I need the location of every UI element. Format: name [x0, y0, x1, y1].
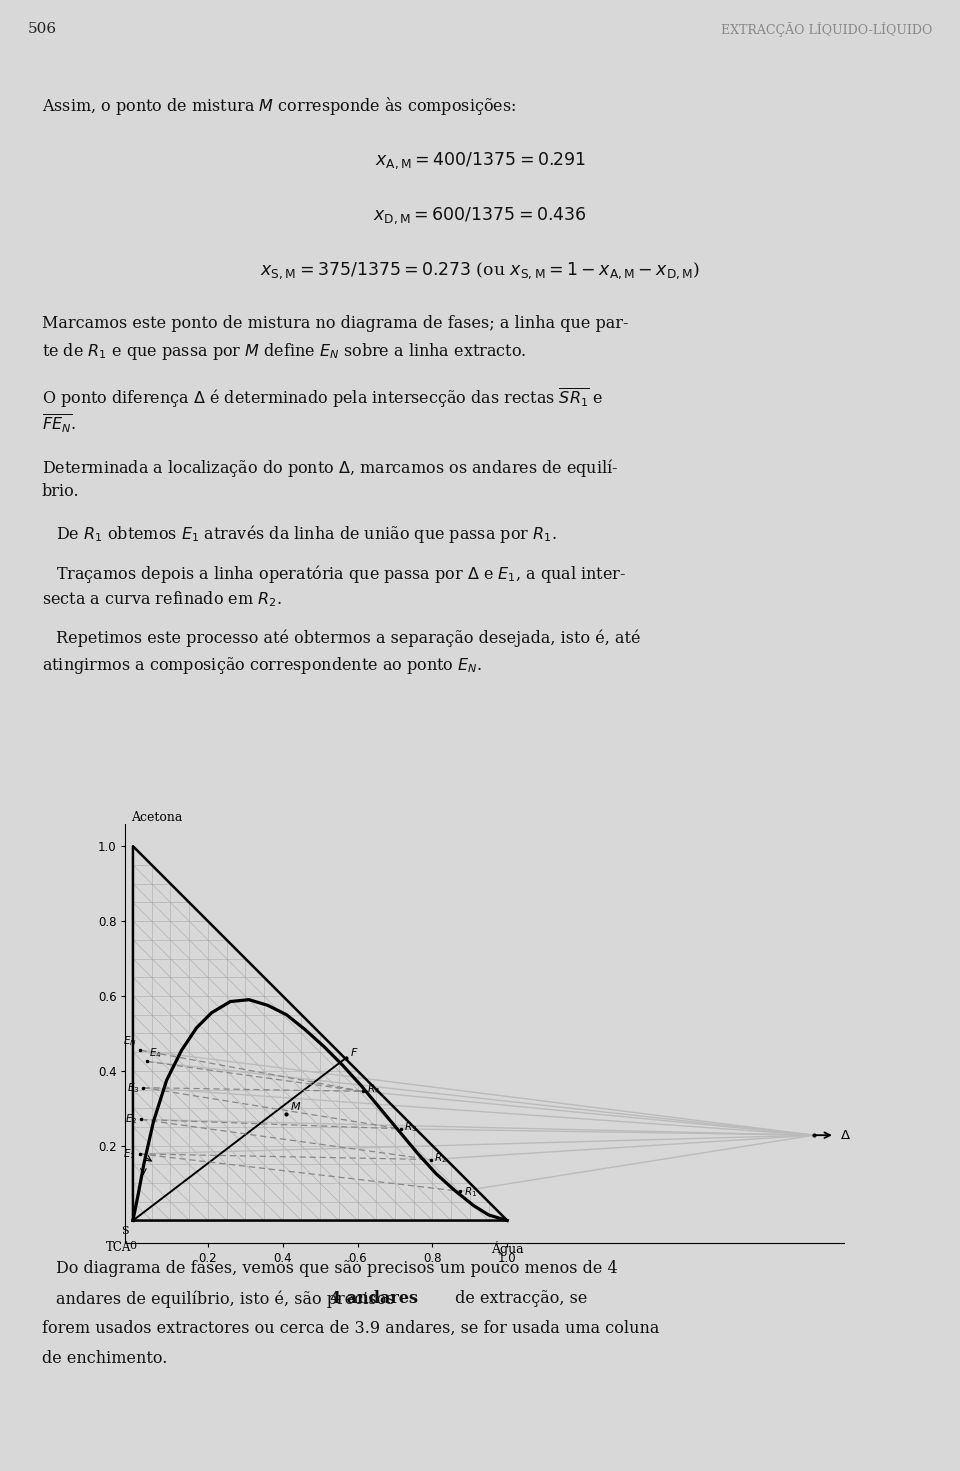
Text: EXTRACÇÃO LÍQUIDO-LÍQUIDO: EXTRACÇÃO LÍQUIDO-LÍQUIDO — [721, 22, 932, 37]
Text: 4 andares: 4 andares — [330, 1290, 418, 1308]
Text: te de $R_1$ e que passa por $M$ define $E_N$ sobre a linha extracto.: te de $R_1$ e que passa por $M$ define $… — [42, 341, 526, 362]
Text: Assim, o ponto de mistura $M$ corresponde às composições:: Assim, o ponto de mistura $M$ correspond… — [42, 96, 516, 118]
Text: $F$: $F$ — [350, 1046, 359, 1058]
Text: Determinada a localização do ponto $\Delta$, marcamos os andares de equilí-: Determinada a localização do ponto $\Del… — [42, 457, 618, 480]
Text: de extracção, se: de extracção, se — [450, 1290, 588, 1308]
Text: Repetimos este processo até obtermos a separação desejada, isto é, até: Repetimos este processo até obtermos a s… — [56, 630, 640, 646]
Text: S: S — [122, 1227, 130, 1236]
Text: $\Delta$: $\Delta$ — [840, 1128, 852, 1141]
Text: Água: Água — [491, 1242, 523, 1256]
Text: andares de equilíbrio, isto é, são precisos: andares de equilíbrio, isto é, são preci… — [56, 1290, 399, 1308]
Text: de enchimento.: de enchimento. — [42, 1350, 167, 1367]
Text: TCA: TCA — [106, 1242, 132, 1255]
Text: $E_4$: $E_4$ — [149, 1046, 162, 1059]
Text: De $R_1$ obtemos $E_1$ através da linha de união que passa por $R_1$.: De $R_1$ obtemos $E_1$ através da linha … — [56, 524, 557, 544]
Text: $x_{\rm A,M} = 400/1375 = 0.291$: $x_{\rm A,M} = 400/1375 = 0.291$ — [374, 150, 586, 171]
Text: brio.: brio. — [42, 482, 80, 500]
Text: $R_2$: $R_2$ — [434, 1150, 447, 1165]
Text: Acetona: Acetona — [132, 811, 182, 824]
Text: $x_{\rm S,M} = 375/1375 = 0.273$ (ou $x_{\rm S,M} = 1 - x_{\rm A,M} - x_{\rm D,M: $x_{\rm S,M} = 375/1375 = 0.273$ (ou $x_… — [260, 260, 700, 281]
Text: $M$: $M$ — [290, 1100, 301, 1112]
Text: Traçamos depois a linha operatória que passa por $\Delta$ e $E_1$, a qual inter-: Traçamos depois a linha operatória que p… — [56, 563, 626, 585]
Text: 0: 0 — [130, 1242, 136, 1252]
Text: Marcamos este ponto de mistura no diagrama de fases; a linha que par-: Marcamos este ponto de mistura no diagra… — [42, 315, 629, 332]
Text: secta a curva refinado em $R_2$.: secta a curva refinado em $R_2$. — [42, 588, 282, 609]
Text: $R_4$: $R_4$ — [367, 1083, 380, 1096]
Text: Do diagrama de fases, vemos que são precisos um pouco menos de 4: Do diagrama de fases, vemos que são prec… — [56, 1261, 617, 1277]
Text: 506: 506 — [28, 22, 58, 35]
Text: $E_2$: $E_2$ — [125, 1112, 137, 1127]
Text: $E_1$: $E_1$ — [124, 1147, 136, 1161]
Text: $R_1$: $R_1$ — [465, 1186, 477, 1199]
Text: $\overline{FE_N}$.: $\overline{FE_N}$. — [42, 412, 76, 435]
Text: $E_N$: $E_N$ — [123, 1034, 136, 1049]
Text: forem usados extractores ou cerca de 3.9 andares, se for usada uma coluna: forem usados extractores ou cerca de 3.9… — [42, 1319, 660, 1337]
Text: $E_3$: $E_3$ — [127, 1081, 139, 1094]
Text: $R_3$: $R_3$ — [404, 1119, 418, 1134]
Text: O ponto diferença $\Delta$ é determinado pela intersecção das rectas $\overline{: O ponto diferença $\Delta$ é determinado… — [42, 385, 604, 410]
Text: $x_{\rm D,M} = 600/1375 = 0.436$: $x_{\rm D,M} = 600/1375 = 0.436$ — [373, 204, 587, 225]
Text: atingirmos a composição correspondente ao ponto $E_N$.: atingirmos a composição correspondente a… — [42, 655, 482, 677]
